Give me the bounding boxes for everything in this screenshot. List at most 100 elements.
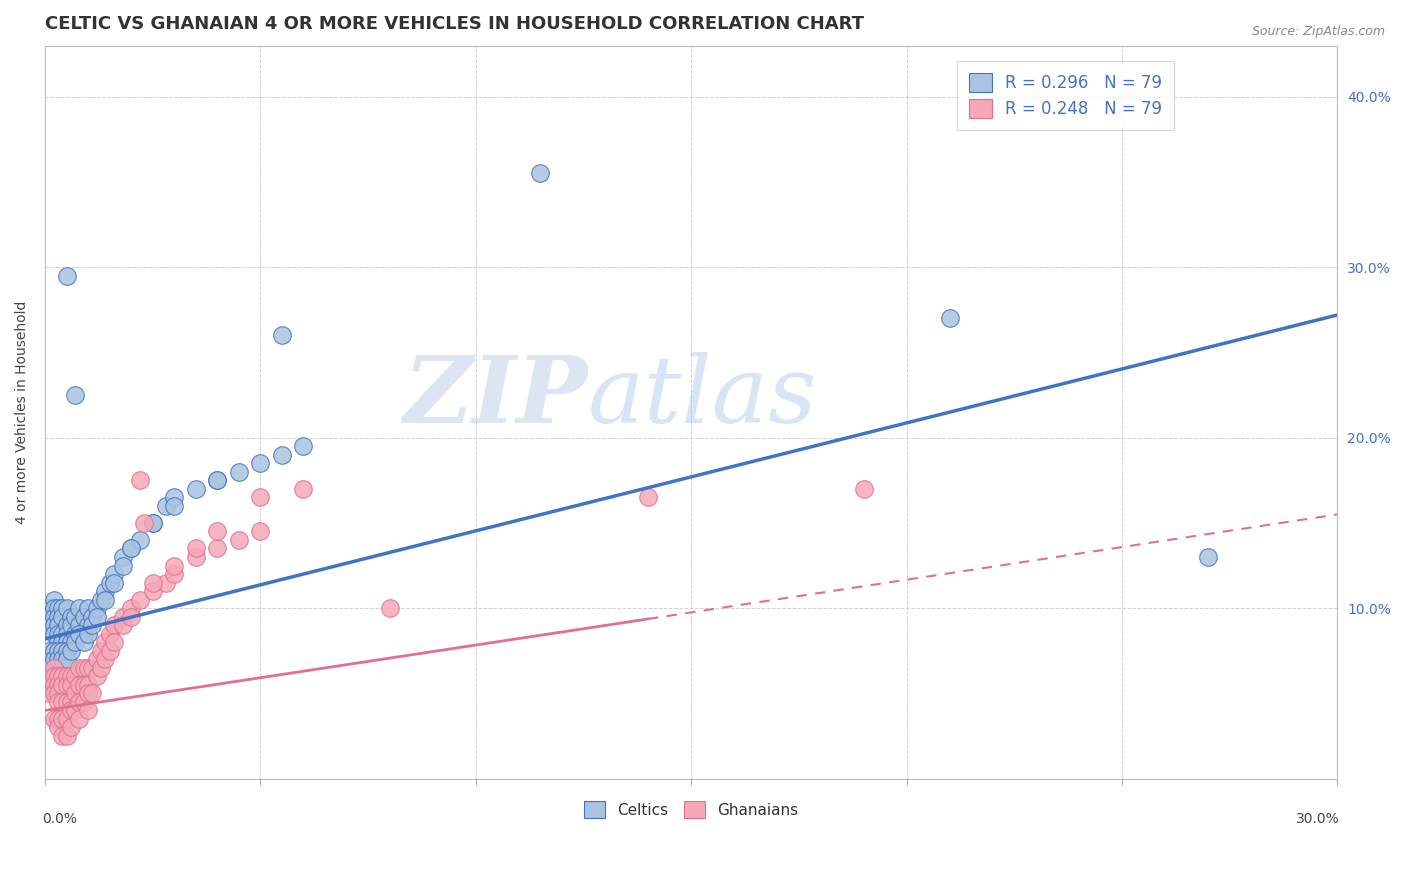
Point [155,575,177,590]
Point [163,567,186,582]
Point [55,635,77,649]
Point [46,618,69,632]
Point [59,644,82,658]
Point [51,729,73,743]
Point [1197,549,1219,564]
Point [207,524,229,539]
Point [94,635,117,649]
Point [86,669,108,683]
Point [38,686,60,700]
Point [55,652,77,666]
Point [42,609,65,624]
Point [103,635,125,649]
Point [120,609,142,624]
Point [51,652,73,666]
Point [42,592,65,607]
Point [38,669,60,683]
Point [128,473,150,487]
Point [46,695,69,709]
Point [38,618,60,632]
Point [67,626,90,640]
Point [637,491,659,505]
Point [184,482,207,496]
Point [111,549,134,564]
Point [55,618,77,632]
Point [142,575,165,590]
Point [73,661,96,675]
Point [51,601,73,615]
Point [42,618,65,632]
Point [73,678,96,692]
Point [55,729,77,743]
Point [77,678,100,692]
Point [42,652,65,666]
Point [207,473,229,487]
Point [59,635,82,649]
Point [184,541,207,556]
Point [111,609,134,624]
Point [46,721,69,735]
Point [42,626,65,640]
Point [42,661,65,675]
Point [38,601,60,615]
Point [103,567,125,582]
Point [63,388,86,402]
Point [59,678,82,692]
Point [46,644,69,658]
Point [73,626,96,640]
Point [51,644,73,658]
Point [51,669,73,683]
Point [51,712,73,726]
Point [249,456,271,470]
Text: atlas: atlas [588,352,817,442]
Point [63,669,86,683]
Point [98,626,121,640]
Y-axis label: 4 or more Vehicles in Household: 4 or more Vehicles in Household [15,301,30,524]
Point [86,601,108,615]
Point [59,721,82,735]
Point [67,678,90,692]
Point [42,686,65,700]
Point [51,626,73,640]
Point [67,661,90,675]
Point [98,575,121,590]
Point [142,584,165,599]
Point [249,491,271,505]
Point [67,695,90,709]
Text: Source: ZipAtlas.com: Source: ZipAtlas.com [1251,25,1385,38]
Point [77,618,100,632]
Point [46,669,69,683]
Point [59,703,82,717]
Point [42,712,65,726]
Point [73,635,96,649]
Text: 0.0%: 0.0% [42,812,77,826]
Point [90,592,112,607]
Point [271,328,294,343]
Point [51,678,73,692]
Point [378,601,401,615]
Point [55,644,77,658]
Point [67,618,90,632]
Point [77,686,100,700]
Point [142,516,165,530]
Point [55,669,77,683]
Point [103,618,125,632]
Point [90,661,112,675]
Point [42,644,65,658]
Point [77,703,100,717]
Point [46,626,69,640]
Point [94,592,117,607]
Point [86,652,108,666]
Point [111,618,134,632]
Text: ZIP: ZIP [404,352,588,442]
Point [77,661,100,675]
Point [86,609,108,624]
Text: CELTIC VS GHANAIAN 4 OR MORE VEHICLES IN HOUSEHOLD CORRELATION CHART: CELTIC VS GHANAIAN 4 OR MORE VEHICLES IN… [45,15,863,33]
Point [63,635,86,649]
Point [111,558,134,573]
Point [38,678,60,692]
Point [292,482,315,496]
Point [77,601,100,615]
Point [120,601,142,615]
Point [228,533,250,547]
